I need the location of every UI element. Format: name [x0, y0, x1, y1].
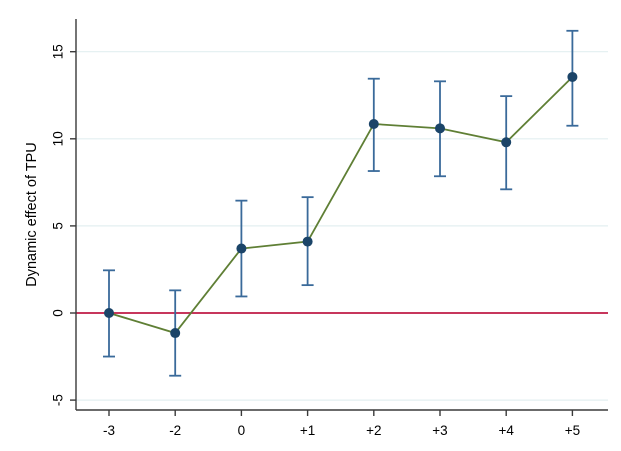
confidence-intervals: [103, 29, 579, 377]
x-tick-label: +5: [565, 423, 580, 438]
x-tick-label: +1: [300, 423, 315, 438]
y-tick-label: 15: [51, 44, 66, 59]
y-tick-label: 0: [51, 309, 66, 317]
data-points: [104, 71, 578, 339]
gridlines: [76, 51, 608, 401]
data-point: [170, 328, 181, 339]
y-axis-title: Dynamic effect of TPU: [24, 142, 40, 287]
x-tick-label: +2: [366, 423, 381, 438]
data-point: [435, 123, 445, 134]
data-point: [302, 236, 313, 247]
data-point: [567, 71, 578, 82]
data-point: [368, 118, 379, 129]
data-point: [501, 137, 512, 148]
data-point: [104, 308, 114, 318]
x-tick-label: -2: [169, 423, 181, 438]
connecting-line: [108, 76, 574, 335]
axis-labels: Dynamic effect of TPU: [24, 142, 40, 287]
y-tick-label: 10: [51, 131, 66, 146]
x-tick-label: 0: [238, 423, 246, 438]
axes: -5 0 5 10 15 -3 -2 0 +1 +2 +3 +4 +5: [51, 19, 608, 438]
x-tick-label: +3: [432, 423, 447, 438]
x-tick-label: +4: [498, 423, 514, 438]
data-point: [236, 243, 247, 254]
x-tick-label: -3: [103, 423, 115, 438]
trend-line: [108, 76, 574, 335]
y-tick-label: 5: [51, 222, 66, 230]
y-tick-label: -5: [51, 394, 66, 406]
